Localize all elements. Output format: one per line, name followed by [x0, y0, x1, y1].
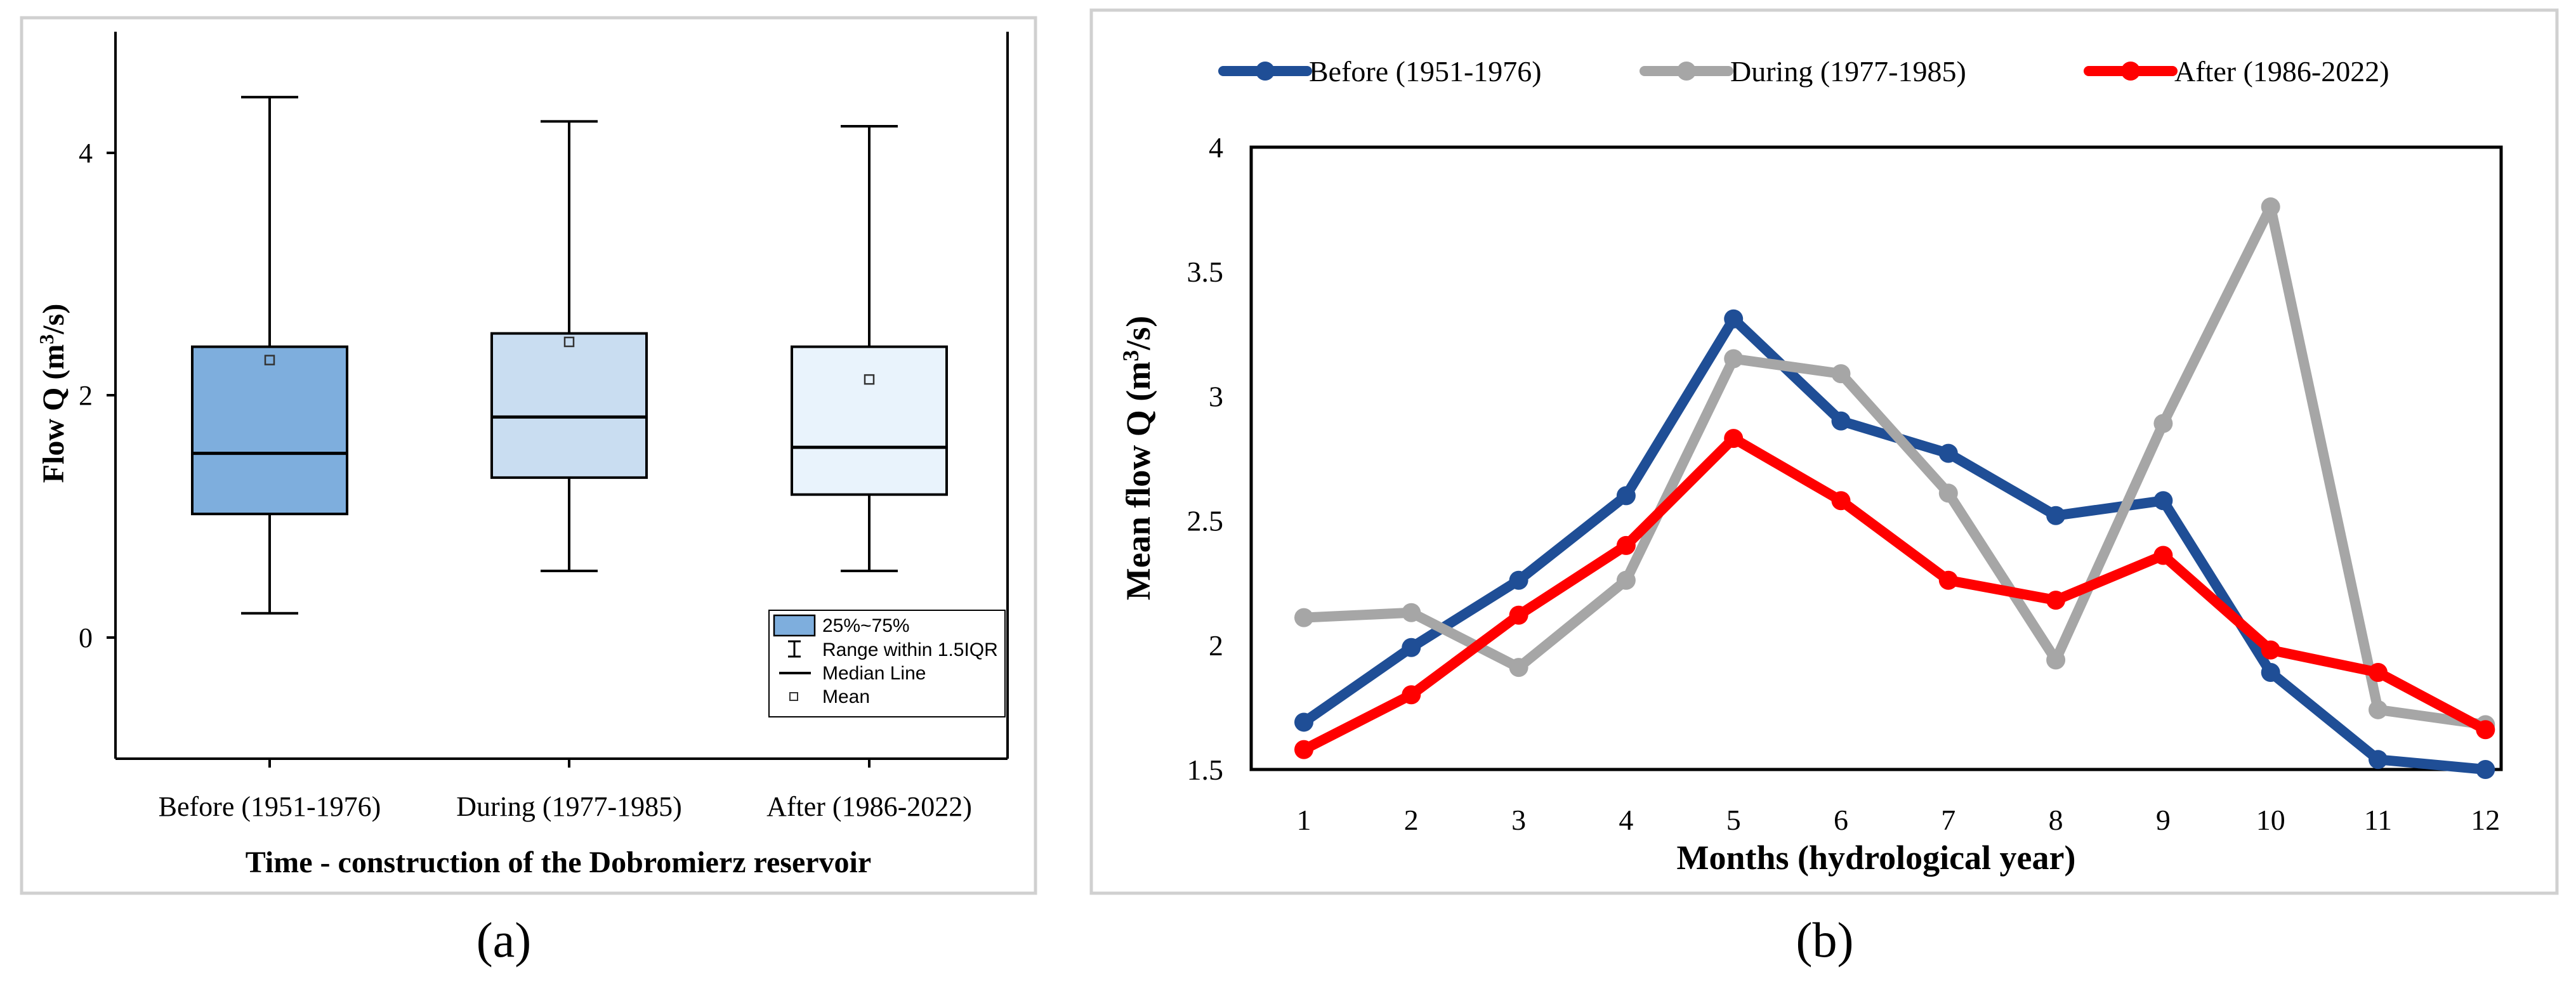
legend-label: Before (1951-1976) [1309, 55, 1542, 88]
data-point [1616, 535, 1636, 555]
data-point [1402, 685, 1421, 705]
x-tick-label: 2 [1404, 804, 1419, 836]
data-point [2369, 700, 2388, 719]
data-point [1724, 429, 1744, 448]
x-tick-label: After (1986-2022) [766, 791, 972, 822]
legend-swatch-box [773, 614, 816, 637]
x-tick-label: 4 [1619, 804, 1633, 836]
box-iqr [490, 332, 648, 479]
data-point [1938, 443, 1958, 463]
plot-area [1249, 145, 2503, 771]
data-point [1294, 740, 1313, 759]
data-point [2261, 197, 2280, 217]
legend-label: Mean [822, 686, 870, 707]
data-point [1402, 603, 1421, 622]
x-tick-label: 1 [1297, 804, 1311, 836]
data-point [1294, 608, 1313, 627]
legend: Before (1951-1976) During (1977-1985) Afte… [1218, 55, 2389, 88]
legend-swatch-marker [1256, 62, 1275, 81]
legend-swatch-marker [2121, 62, 2140, 81]
x-tick-label: 3 [1511, 804, 1526, 836]
data-point [2046, 591, 2066, 610]
data-point [2261, 662, 2280, 682]
data-point [2046, 506, 2066, 525]
data-point [2369, 662, 2388, 682]
data-point [1509, 605, 1528, 625]
box-group [791, 124, 948, 572]
x-tick-label: 8 [2049, 804, 2063, 836]
box-group [490, 120, 648, 572]
legend: 25%~75% Range within 1.5IQR Median LineMea… [768, 610, 1006, 717]
panel-a-label: (a) [476, 912, 532, 967]
data-point [2153, 491, 2173, 511]
data-point [1724, 309, 1744, 329]
data-point [1616, 570, 1636, 590]
data-point [1724, 349, 1744, 369]
x-tick-label: Before (1951-1976) [159, 791, 381, 822]
legend-label: After (1986-2022) [2174, 55, 2389, 88]
data-point [1938, 570, 1958, 590]
legend-label: Median Line [822, 663, 926, 684]
box-iqr [191, 345, 348, 516]
x-tick-label: 9 [2156, 804, 2171, 836]
legend-swatch-mean [789, 692, 798, 701]
legend-label: During (1977-1985) [1730, 55, 1966, 88]
data-point [2153, 546, 2173, 565]
box-group [191, 96, 348, 615]
mean-marker [864, 374, 875, 385]
data-point [1616, 486, 1636, 506]
y-tick-label: 2.5 [1187, 505, 1224, 537]
series-line [1299, 202, 2491, 730]
series-line [1299, 433, 2491, 755]
box-plot-chart: 0 2 4 Before (1951-1976) During (1977-1985) A… [35, 32, 1009, 879]
y-tick-label: 3 [1209, 380, 1223, 412]
panel-b-label: (b) [1796, 912, 1854, 967]
x-tick-label: 11 [2364, 804, 2392, 836]
y-tick-label: 0 [79, 622, 93, 653]
box-iqr [791, 345, 948, 496]
y-tick-label: 3.5 [1187, 256, 1224, 288]
data-point [2153, 414, 2173, 433]
x-axis-title: Time - construction of the Dobromierz re… [246, 846, 871, 879]
x-tick-label: 6 [1834, 804, 1848, 836]
data-point [1831, 411, 1851, 431]
x-tick-label: 5 [1726, 804, 1741, 836]
data-point [2476, 720, 2495, 740]
data-point [2369, 750, 2388, 769]
data-point [1294, 712, 1313, 732]
y-tick-label: 2 [79, 380, 93, 411]
data-point [1509, 570, 1528, 590]
x-tick-label: 12 [2471, 804, 2500, 836]
y-tick-label: 4 [79, 138, 93, 169]
legend-label: 25%~75% [822, 615, 910, 636]
data-point [2476, 760, 2495, 779]
x-tick-label: During (1977-1985) [456, 791, 682, 822]
data-point [1938, 483, 1958, 503]
y-axis-title: Mean flow Q (m3/s) [1118, 316, 1157, 600]
y-tick-label: 1.5 [1187, 754, 1224, 786]
data-point [1831, 364, 1851, 384]
data-point [1402, 638, 1421, 657]
data-point [1831, 491, 1851, 511]
y-tick-label: 4 [1209, 131, 1223, 164]
mean-marker [264, 355, 275, 365]
y-tick-label: 2 [1209, 629, 1223, 662]
mean-marker [563, 336, 575, 348]
legend-label: Range within 1.5IQR [822, 639, 998, 660]
y-axis-title: Flow Q (m3/s) [35, 304, 70, 483]
x-tick-label: 10 [2256, 804, 2285, 836]
data-point [2261, 640, 2280, 660]
data-point [1509, 658, 1528, 678]
x-tick-label: 7 [1941, 804, 1955, 836]
panel-b-frame [1089, 8, 2559, 895]
x-axis-title: Months (hydrological year) [1677, 839, 2076, 877]
data-point [2046, 650, 2066, 670]
legend-swatch-marker [1677, 62, 1696, 81]
